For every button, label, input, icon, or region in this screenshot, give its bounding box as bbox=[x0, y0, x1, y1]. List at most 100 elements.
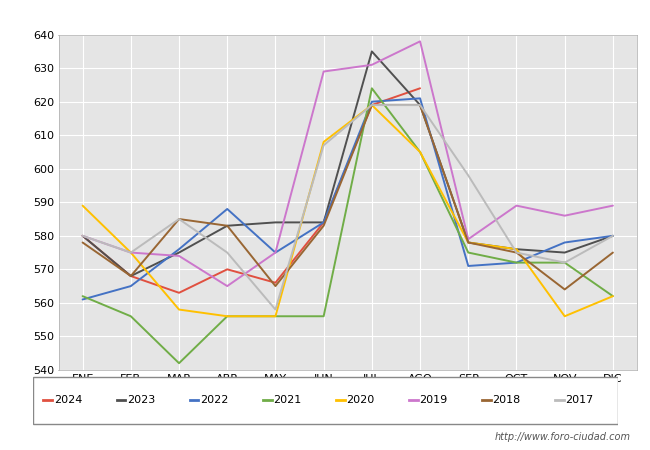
2020 bbox=[127, 250, 135, 255]
2024 bbox=[320, 220, 328, 225]
2022 bbox=[513, 260, 521, 265]
2022 bbox=[272, 250, 280, 255]
2021 bbox=[127, 314, 135, 319]
2024 bbox=[368, 102, 376, 108]
Line: 2023: 2023 bbox=[83, 51, 613, 276]
2018 bbox=[416, 102, 424, 108]
Text: 2019: 2019 bbox=[419, 395, 448, 405]
2018 bbox=[175, 216, 183, 222]
2022 bbox=[175, 247, 183, 252]
2019 bbox=[320, 69, 328, 74]
2017 bbox=[127, 250, 135, 255]
2020 bbox=[368, 102, 376, 108]
2021 bbox=[464, 250, 472, 255]
2022 bbox=[320, 220, 328, 225]
2017 bbox=[609, 233, 617, 238]
2018 bbox=[127, 273, 135, 279]
2017 bbox=[79, 233, 86, 238]
2018 bbox=[561, 287, 569, 292]
2023 bbox=[464, 240, 472, 245]
2022 bbox=[464, 263, 472, 269]
2020 bbox=[513, 247, 521, 252]
Line: 2024: 2024 bbox=[83, 88, 420, 293]
2020 bbox=[320, 139, 328, 144]
2020 bbox=[561, 314, 569, 319]
2024 bbox=[79, 233, 86, 238]
2017 bbox=[224, 250, 231, 255]
2023 bbox=[609, 233, 617, 238]
Line: 2017: 2017 bbox=[83, 105, 613, 310]
2020 bbox=[272, 314, 280, 319]
2019 bbox=[127, 250, 135, 255]
2017 bbox=[464, 173, 472, 178]
2018 bbox=[224, 223, 231, 229]
2021 bbox=[513, 260, 521, 265]
2019 bbox=[513, 203, 521, 208]
Line: 2021: 2021 bbox=[83, 88, 613, 363]
2021 bbox=[224, 314, 231, 319]
2021 bbox=[272, 314, 280, 319]
2017 bbox=[368, 102, 376, 108]
2017 bbox=[513, 250, 521, 255]
2023 bbox=[368, 49, 376, 54]
2020 bbox=[464, 240, 472, 245]
2021 bbox=[416, 149, 424, 155]
Text: Afiliados en Piedrahíta a 30/9/2024: Afiliados en Piedrahíta a 30/9/2024 bbox=[179, 7, 471, 25]
Line: 2020: 2020 bbox=[83, 105, 613, 316]
2020 bbox=[175, 307, 183, 312]
2022 bbox=[224, 206, 231, 211]
2023 bbox=[513, 247, 521, 252]
2018 bbox=[368, 102, 376, 108]
2021 bbox=[320, 314, 328, 319]
2021 bbox=[609, 293, 617, 299]
2019 bbox=[609, 203, 617, 208]
Text: http://www.foro-ciudad.com: http://www.foro-ciudad.com bbox=[495, 432, 630, 442]
2017 bbox=[175, 216, 183, 222]
2024 bbox=[272, 280, 280, 285]
2022 bbox=[127, 284, 135, 289]
2023 bbox=[79, 233, 86, 238]
Text: 2018: 2018 bbox=[493, 395, 521, 405]
2019 bbox=[224, 284, 231, 289]
2021 bbox=[561, 260, 569, 265]
2017 bbox=[272, 307, 280, 312]
2019 bbox=[272, 250, 280, 255]
2022 bbox=[609, 233, 617, 238]
2019 bbox=[416, 39, 424, 44]
2023 bbox=[320, 220, 328, 225]
Text: 2017: 2017 bbox=[566, 395, 594, 405]
Line: 2018: 2018 bbox=[83, 105, 613, 289]
2024 bbox=[127, 273, 135, 279]
2020 bbox=[224, 314, 231, 319]
2024 bbox=[416, 86, 424, 91]
2021 bbox=[368, 86, 376, 91]
2018 bbox=[79, 240, 86, 245]
2018 bbox=[513, 250, 521, 255]
Text: 2021: 2021 bbox=[273, 395, 302, 405]
2020 bbox=[79, 203, 86, 208]
2022 bbox=[368, 99, 376, 104]
2020 bbox=[416, 149, 424, 155]
2023 bbox=[561, 250, 569, 255]
Text: 2022: 2022 bbox=[200, 395, 228, 405]
2024 bbox=[224, 267, 231, 272]
Text: 2024: 2024 bbox=[54, 395, 82, 405]
2019 bbox=[79, 233, 86, 238]
2021 bbox=[79, 293, 86, 299]
2019 bbox=[561, 213, 569, 218]
2023 bbox=[175, 250, 183, 255]
2023 bbox=[224, 223, 231, 229]
2017 bbox=[561, 260, 569, 265]
Line: 2022: 2022 bbox=[83, 99, 613, 300]
Text: 2020: 2020 bbox=[346, 395, 374, 405]
2018 bbox=[464, 240, 472, 245]
2017 bbox=[416, 102, 424, 108]
2021 bbox=[175, 360, 183, 366]
2017 bbox=[320, 143, 328, 148]
2024 bbox=[175, 290, 183, 296]
2022 bbox=[416, 96, 424, 101]
2023 bbox=[127, 273, 135, 279]
2022 bbox=[561, 240, 569, 245]
2023 bbox=[416, 102, 424, 108]
2023 bbox=[272, 220, 280, 225]
